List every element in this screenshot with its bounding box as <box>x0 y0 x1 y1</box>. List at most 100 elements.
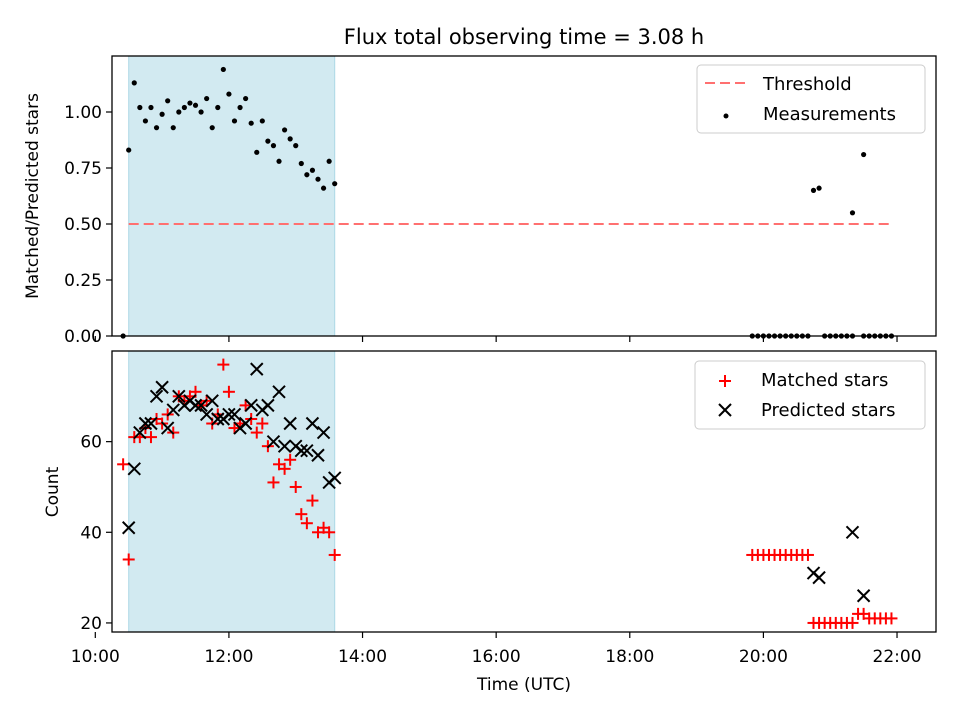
predicted-point <box>294 444 309 458</box>
predicted-point-stroke <box>244 398 258 413</box>
bottom-y-axis: 20 40 60 <box>80 433 112 634</box>
figure-title: Flux total observing time = 3.08 h <box>344 25 704 49</box>
measurement-point <box>170 125 176 131</box>
top-plot-frame <box>111 55 937 337</box>
measurement-point <box>816 185 822 191</box>
matched-point <box>117 458 130 471</box>
predicted-point <box>149 389 164 404</box>
x-tick-label: 18:00 <box>605 647 654 667</box>
predicted-point <box>327 471 342 485</box>
matched-point <box>306 494 319 507</box>
predicted-point <box>812 570 826 585</box>
measurement-point <box>204 95 210 102</box>
measurement-point <box>293 143 299 149</box>
predicted-point <box>205 394 219 408</box>
measurement-point <box>142 118 149 124</box>
predicted-point <box>283 416 297 431</box>
predicted-point <box>300 444 314 458</box>
predicted-point <box>316 425 331 440</box>
measurement-point <box>226 91 232 97</box>
matched-point <box>323 526 336 539</box>
predicted-point <box>244 398 258 413</box>
predicted-point <box>250 362 264 376</box>
measurement-point <box>270 143 277 149</box>
measurement-point <box>126 147 132 153</box>
top-y-tick-label: 0.75 <box>64 159 102 179</box>
predicted-point-stroke <box>205 394 219 408</box>
predicted-point-stroke <box>127 462 141 476</box>
measurement-point <box>243 95 249 102</box>
predicted-point-stroke <box>149 389 164 404</box>
predicted-point-stroke <box>199 407 214 422</box>
measurement-point <box>131 80 137 86</box>
predicted-point-stroke <box>261 398 275 413</box>
threshold-legend-label: Threshold <box>762 74 852 95</box>
top-panel: 0.00 0.25 0.50 0.75 1.00 Matched/Predicted s… <box>23 55 937 347</box>
measurement-point <box>248 120 254 126</box>
matched-point <box>278 462 291 475</box>
top-y-tick-label: 0.00 <box>64 327 102 347</box>
measurement-point <box>209 125 215 131</box>
measurement-point <box>165 98 171 104</box>
measurement-point <box>176 109 182 115</box>
measurement-point <box>148 104 154 111</box>
measurement-point <box>237 104 243 111</box>
top-y-axis-label: Matched/Predicted stars <box>23 93 43 299</box>
bottom-legend-box <box>694 360 926 430</box>
predicted-point <box>277 439 292 453</box>
matched-point <box>122 553 135 566</box>
predicted-point-stroke <box>194 398 208 413</box>
predicted-point <box>311 448 325 462</box>
x-tick-label: 14:00 <box>338 647 387 667</box>
matched-point <box>239 399 252 412</box>
measurement-point <box>309 167 316 173</box>
measurement-point <box>220 66 226 73</box>
bottom-panel: 20 40 60 10:00 12:00 14:00 16:00 18:00 20:00 22:… <box>43 350 937 695</box>
matched-legend-label: Matched stars <box>761 370 888 391</box>
predicted-point <box>155 380 169 394</box>
predicted-point <box>138 416 153 431</box>
measurement-point <box>861 151 867 158</box>
predicted-legend-label: Predicted stars <box>761 400 895 421</box>
predicted-point <box>222 407 236 422</box>
matched-point <box>885 612 898 625</box>
predicted-point-stroke <box>227 407 242 422</box>
top-y-axis: 0.00 0.25 0.50 0.75 1.00 <box>64 103 112 347</box>
x-tick-label: 12:00 <box>204 647 253 667</box>
measurement-point <box>137 104 143 111</box>
predicted-legend-swatch <box>718 403 732 417</box>
x-tick-label: 20:00 <box>739 647 788 667</box>
predicted-point-stroke <box>222 407 236 422</box>
predicted-point-stroke <box>250 362 264 376</box>
measurement-point <box>265 138 271 144</box>
measurements-legend-swatch <box>723 113 729 119</box>
measurement-point <box>281 127 288 133</box>
bottom-points <box>117 358 898 629</box>
matched-point <box>144 431 157 444</box>
measurement-point <box>287 136 293 142</box>
top-x-ticks <box>94 336 898 342</box>
predicted-point-stroke <box>144 416 158 431</box>
predicted-point-stroke <box>166 403 180 417</box>
measurement-point <box>254 149 260 155</box>
measurement-point <box>298 160 304 167</box>
matched-point <box>250 426 263 439</box>
predicted-point <box>172 389 186 404</box>
top-y-tick-label: 0.25 <box>64 271 102 291</box>
top-y-tick-label: 1.00 <box>64 103 102 123</box>
top-shaded-span <box>128 55 336 337</box>
predicted-point <box>305 416 320 431</box>
measurement-point <box>159 111 165 117</box>
predicted-point <box>160 421 175 435</box>
predicted-point <box>121 521 136 535</box>
predicted-point <box>127 462 141 476</box>
measurement-point <box>259 118 265 124</box>
measurement-point <box>304 172 310 178</box>
predicted-point-stroke <box>155 380 169 394</box>
matched-point <box>289 480 302 493</box>
predicted-point <box>261 398 275 413</box>
predicted-point <box>144 416 158 431</box>
matched-point <box>267 476 280 489</box>
predicted-point-stroke <box>300 444 314 458</box>
